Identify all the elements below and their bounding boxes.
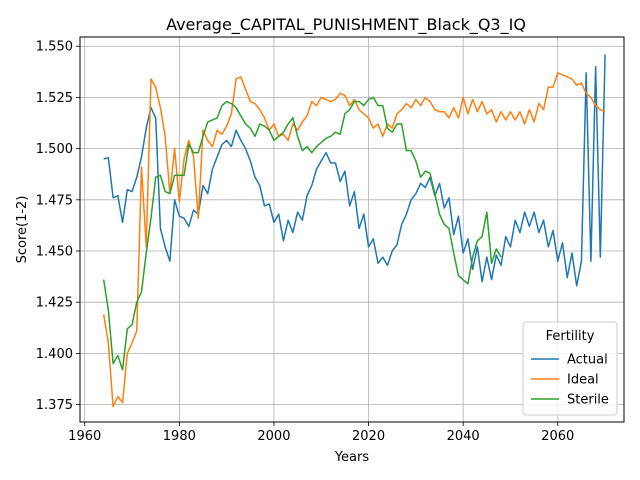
series-line-actual (103, 54, 606, 287)
y-tick-label: 1.525 (36, 91, 73, 106)
plot-frame (79, 36, 625, 423)
legend-label-actual: Actual (567, 353, 608, 368)
legend-box (522, 321, 618, 416)
y-tick-label: 1.450 (36, 245, 73, 260)
x-tick-label: 1980 (163, 429, 196, 444)
y-axis-title: Score(1-2) (15, 196, 30, 264)
legend-title: Fertility (546, 329, 595, 344)
y-tick-label: 1.400 (36, 347, 73, 362)
series-line-sterile (102, 96, 502, 371)
x-tick-label: 2060 (541, 429, 574, 444)
y-tick-label: 1.425 (36, 296, 73, 311)
y-tick-label: 1.375 (36, 398, 73, 413)
y-tick-label: 1.500 (36, 142, 73, 157)
y-axis: 1.375 1.400 1.425 1.450 1.475 1.500 1.525 1.550 (36, 40, 80, 413)
x-axis-title: Years (334, 450, 370, 465)
legend: Fertility Actual Ideal Sterile (522, 321, 618, 416)
x-tick-label: 1960 (68, 429, 101, 444)
x-tick-label: 2040 (447, 429, 480, 444)
series-line-ideal (102, 72, 606, 408)
series-layer (102, 54, 606, 408)
y-tick-label: 1.550 (36, 40, 73, 55)
chart-title: Average_CAPITAL_PUNISHMENT_Black_Q3_IQ (166, 15, 526, 35)
legend-label-sterile: Sterile (567, 393, 609, 408)
x-tick-label: 2000 (257, 429, 290, 444)
x-tick-label: 2020 (352, 429, 385, 444)
x-axis: 1960 1980 2000 2020 2040 2060 (68, 422, 574, 444)
legend-label-ideal: Ideal (567, 373, 599, 388)
y-tick-label: 1.475 (36, 193, 73, 208)
